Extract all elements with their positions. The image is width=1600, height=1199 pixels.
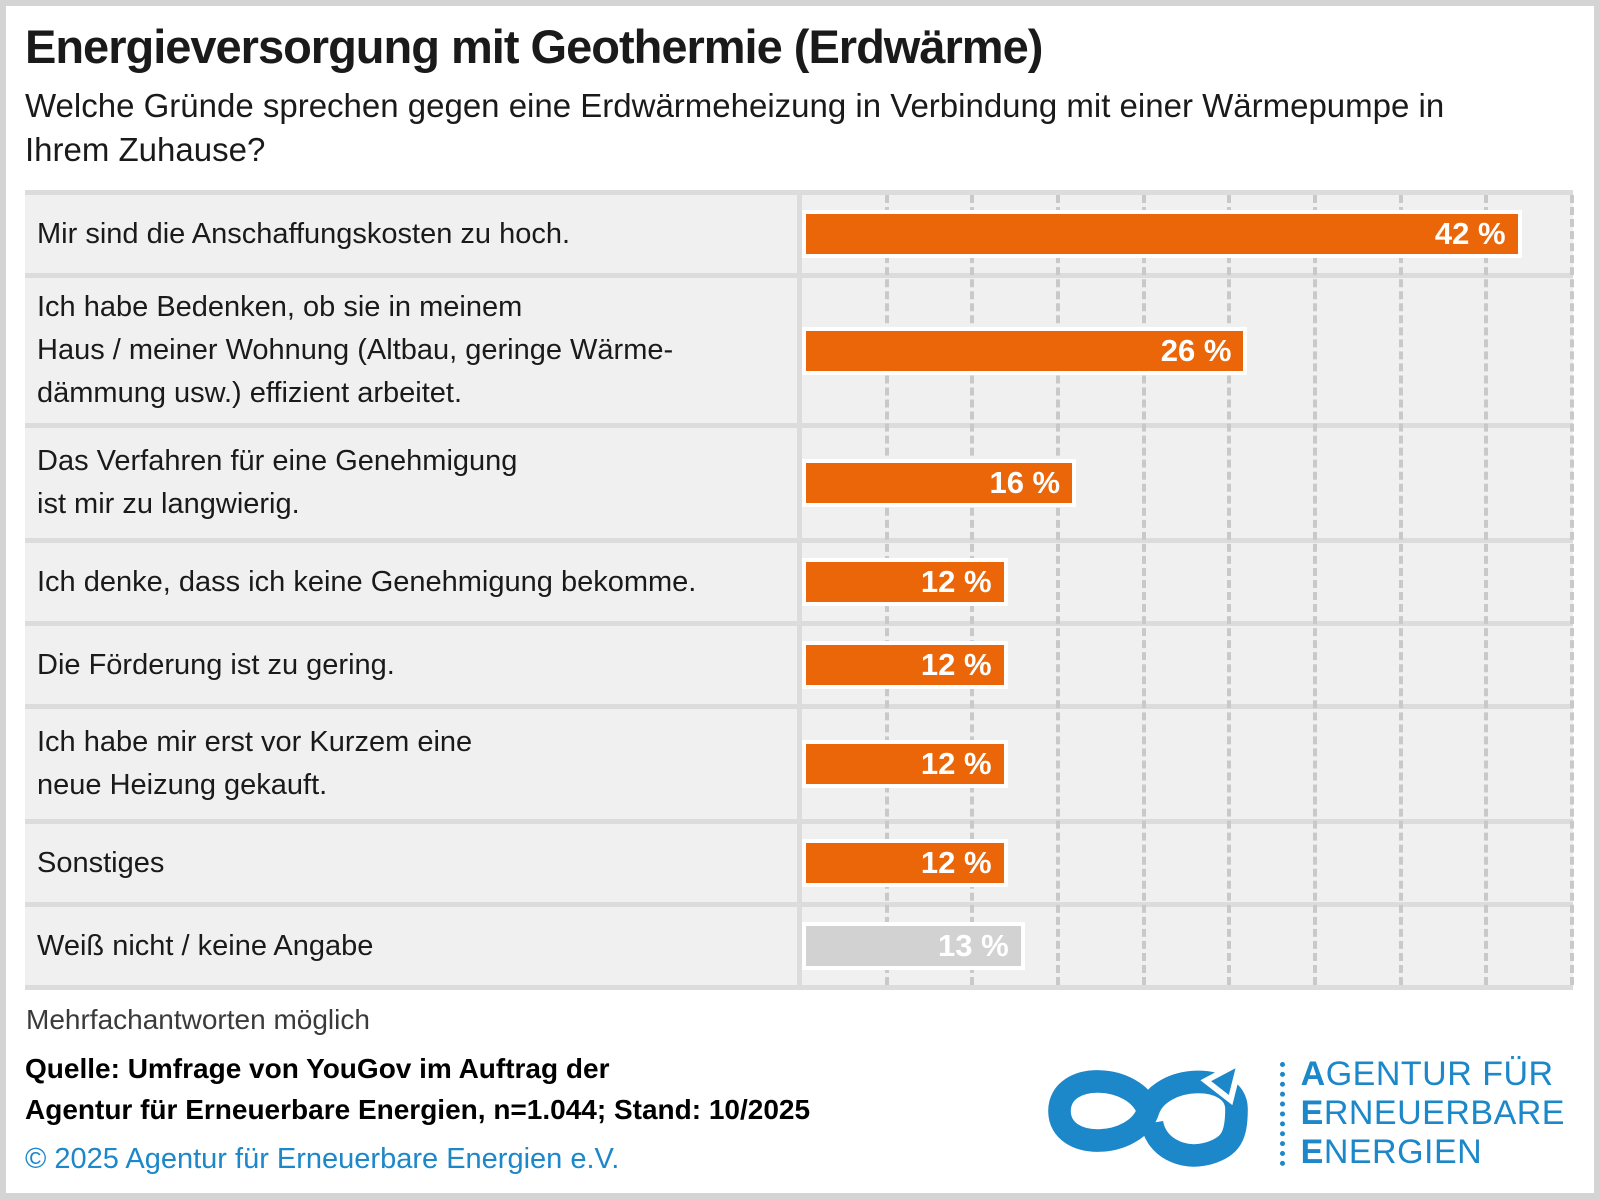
table-row: Das Verfahren für eine Genehmigung ist mi… bbox=[25, 428, 1573, 538]
row-label-line: Die Förderung ist zu gering. bbox=[37, 648, 395, 681]
table-row: Ich habe Bedenken, ob sie in meinem Haus … bbox=[25, 278, 1573, 423]
row-label-line: Weiß nicht / keine Angabe bbox=[37, 929, 374, 962]
aee-logo: AGENTUR FÜR ERNEUERBARE ENERGIEN bbox=[1032, 1052, 1565, 1175]
row-label: Ich habe Bedenken, ob sie in meinem Haus … bbox=[25, 278, 797, 423]
row-label-line: neue Heizung gekauft. bbox=[37, 769, 328, 801]
row-label: Weiß nicht / keine Angabe bbox=[25, 907, 797, 985]
bar: 12 % bbox=[802, 740, 1008, 788]
source-line-1: Quelle: Umfrage von YouGov im Auftrag de… bbox=[25, 1053, 610, 1084]
row-label-line: ist mir zu langwierig. bbox=[37, 488, 300, 520]
row-label: Sonstiges bbox=[25, 824, 797, 902]
bar-value-label: 12 % bbox=[920, 564, 992, 599]
row-label: Ich habe mir erst vor Kurzem eine neue He… bbox=[25, 709, 797, 819]
table-row: Weiß nicht / keine Angabe 13 % bbox=[25, 907, 1573, 985]
infinity-arrow-icon bbox=[1032, 1052, 1264, 1175]
row-label: Mir sind die Anschaffungskosten zu hoch. bbox=[25, 195, 797, 273]
bar-value-label: 12 % bbox=[920, 746, 992, 781]
logo-wordmark-line: ENERGIEN bbox=[1300, 1133, 1483, 1171]
table-row: Ich denke, dass ich keine Genehmigung be… bbox=[25, 543, 1573, 621]
chart-footnote: Mehrfachantworten möglich bbox=[26, 1004, 370, 1035]
copyright-text: © 2025 Agentur für Erneuerbare Energien … bbox=[25, 1143, 620, 1175]
row-bar-area: 12 % bbox=[802, 543, 1573, 621]
row-label: Das Verfahren für eine Genehmigung ist mi… bbox=[25, 428, 797, 538]
row-label-line: Das Verfahren für eine Genehmigung bbox=[37, 445, 518, 477]
bar-value-label: 16 % bbox=[989, 465, 1061, 500]
row-bar-area: 13 % bbox=[802, 907, 1573, 985]
row-bar-area: 26 % bbox=[802, 278, 1573, 423]
row-bar-area: 16 % bbox=[802, 428, 1573, 538]
row-bar-area: 12 % bbox=[802, 626, 1573, 704]
table-row: Ich habe mir erst vor Kurzem eine neue He… bbox=[25, 709, 1573, 819]
row-label-line: Ich denke, dass ich keine Genehmigung be… bbox=[37, 565, 697, 598]
bar-value-label: 13 % bbox=[938, 928, 1009, 963]
source-line-2: Agentur für Erneuerbare Energien, n=1.04… bbox=[25, 1094, 811, 1125]
source-block: Quelle: Umfrage von YouGov im Auftrag de… bbox=[25, 1048, 810, 1179]
bar-value-label: 12 % bbox=[920, 647, 992, 682]
row-label-line: Sonstiges bbox=[37, 846, 165, 879]
logo-wordmark-line: AGENTUR FÜR bbox=[1300, 1055, 1554, 1093]
bar: 12 % bbox=[802, 839, 1008, 887]
logo-wordmark: AGENTUR FÜR ERNEUERBARE ENERGIEN bbox=[1301, 1055, 1565, 1172]
bar: 12 % bbox=[802, 641, 1008, 689]
row-bar-area: 12 % bbox=[802, 824, 1573, 902]
page-title: Energieversorgung mit Geothermie (Erdwär… bbox=[25, 20, 1043, 73]
row-bar-area: 12 % bbox=[802, 709, 1573, 819]
row-label-line: Ich habe Bedenken, ob sie in meinem bbox=[37, 291, 523, 323]
row-label-line: dämmung usw.) effizient arbeitet. bbox=[37, 377, 463, 409]
logo-dotted-divider bbox=[1279, 1061, 1285, 1166]
footer: Quelle: Umfrage von YouGov im Auftrag de… bbox=[25, 1048, 1573, 1179]
row-label-line: Ich habe mir erst vor Kurzem eine bbox=[37, 726, 473, 758]
bar: 16 % bbox=[802, 459, 1077, 507]
bar: 12 % bbox=[802, 558, 1008, 606]
bar-value-label: 12 % bbox=[920, 845, 992, 880]
bar: 26 % bbox=[802, 326, 1248, 375]
table-row: Die Förderung ist zu gering. 12 % bbox=[25, 626, 1573, 704]
bar: 13 % bbox=[802, 922, 1025, 970]
row-label: Die Förderung ist zu gering. bbox=[25, 626, 797, 704]
bar-value-label: 26 % bbox=[1160, 332, 1232, 368]
table-row: Mir sind die Anschaffungskosten zu hoch.… bbox=[25, 195, 1573, 273]
row-label: Ich denke, dass ich keine Genehmigung be… bbox=[25, 543, 797, 621]
row-label-line: Haus / meiner Wohnung (Altbau, geringe W… bbox=[37, 334, 674, 366]
logo-wordmark-line: ERNEUERBARE bbox=[1300, 1094, 1565, 1132]
row-bar-area: 42 % bbox=[802, 195, 1573, 273]
page-subtitle: Welche Gründe sprechen gegen eine Erdwär… bbox=[25, 87, 1445, 168]
table-row: Sonstiges 12 % bbox=[25, 824, 1573, 902]
row-label-line: Mir sind die Anschaffungskosten zu hoch. bbox=[37, 217, 571, 250]
bar-value-label: 42 % bbox=[1434, 216, 1506, 251]
bar: 42 % bbox=[802, 210, 1522, 258]
bar-chart: Mir sind die Anschaffungskosten zu hoch.… bbox=[25, 190, 1574, 990]
